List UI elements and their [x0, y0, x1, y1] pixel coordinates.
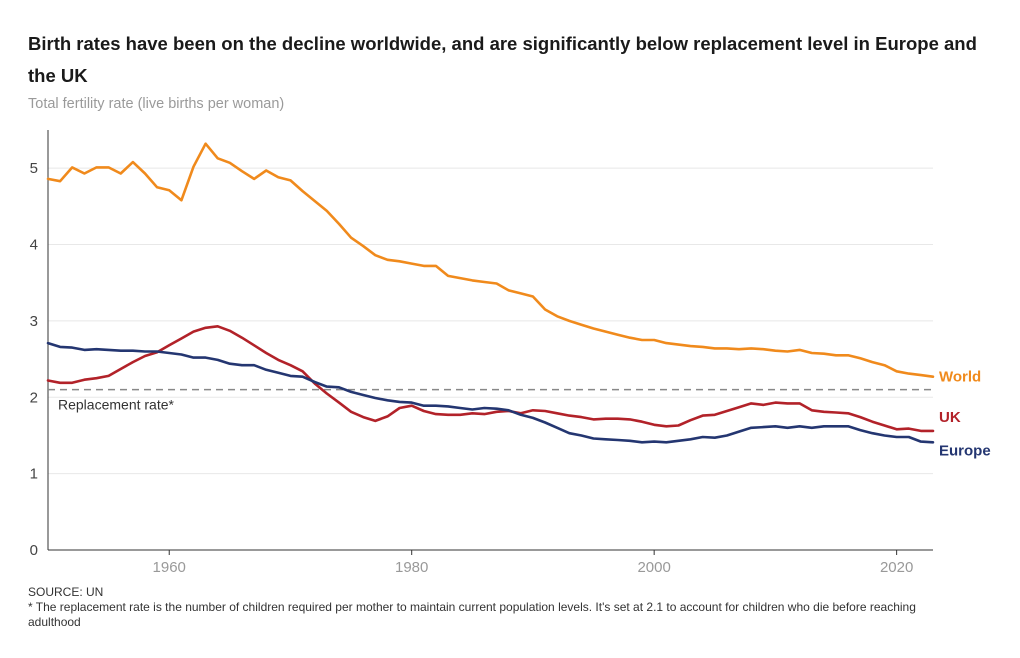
y-tick-label: 2: [30, 389, 38, 406]
europe-series-line: [46, 341, 935, 444]
x-tick-label: 1980: [395, 559, 428, 576]
europe-series-label: Europe: [939, 442, 991, 459]
world-series-label: World: [939, 369, 981, 386]
replacement-rate-label: Replacement rate*: [58, 397, 175, 413]
chart-title: Birth rates have been on the decline wor…: [28, 33, 977, 86]
y-tick-label: 1: [30, 466, 38, 483]
chart-subtitle: Total fertility rate (live births per wo…: [28, 96, 285, 112]
x-tick-label: 2000: [637, 559, 670, 576]
footnote-text: * The replacement rate is the number of …: [28, 600, 916, 629]
y-tick-label: 3: [30, 313, 38, 330]
uk-series-line: [46, 324, 935, 433]
world-series-line: [46, 142, 935, 379]
y-tick-label: 4: [30, 237, 38, 254]
x-tick-label: 1960: [153, 559, 186, 576]
source-text: SOURCE: UN: [28, 585, 104, 599]
x-tick-label: 2020: [880, 559, 913, 576]
y-tick-label: 0: [30, 542, 38, 559]
uk-series-label: UK: [939, 409, 961, 426]
y-tick-label: 5: [30, 160, 38, 177]
